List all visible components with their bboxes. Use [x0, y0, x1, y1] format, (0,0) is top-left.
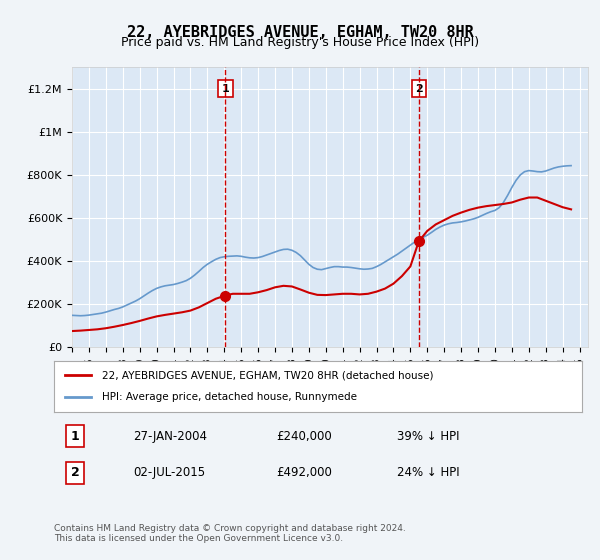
Text: 1: 1 [221, 84, 229, 94]
Text: HPI: Average price, detached house, Runnymede: HPI: Average price, detached house, Runn… [101, 393, 356, 403]
Text: 39% ↓ HPI: 39% ↓ HPI [397, 430, 460, 443]
Text: 24% ↓ HPI: 24% ↓ HPI [397, 466, 460, 479]
Text: 1: 1 [71, 430, 79, 443]
Text: £492,000: £492,000 [276, 466, 332, 479]
Text: 22, AYEBRIDGES AVENUE, EGHAM, TW20 8HR (detached house): 22, AYEBRIDGES AVENUE, EGHAM, TW20 8HR (… [101, 370, 433, 380]
Text: 02-JUL-2015: 02-JUL-2015 [133, 466, 205, 479]
Text: 27-JAN-2004: 27-JAN-2004 [133, 430, 207, 443]
Text: £240,000: £240,000 [276, 430, 332, 443]
Text: 2: 2 [71, 466, 79, 479]
Text: Contains HM Land Registry data © Crown copyright and database right 2024.
This d: Contains HM Land Registry data © Crown c… [54, 524, 406, 543]
Text: Price paid vs. HM Land Registry's House Price Index (HPI): Price paid vs. HM Land Registry's House … [121, 36, 479, 49]
Text: 22, AYEBRIDGES AVENUE, EGHAM, TW20 8HR: 22, AYEBRIDGES AVENUE, EGHAM, TW20 8HR [127, 25, 473, 40]
Text: 2: 2 [415, 84, 422, 94]
